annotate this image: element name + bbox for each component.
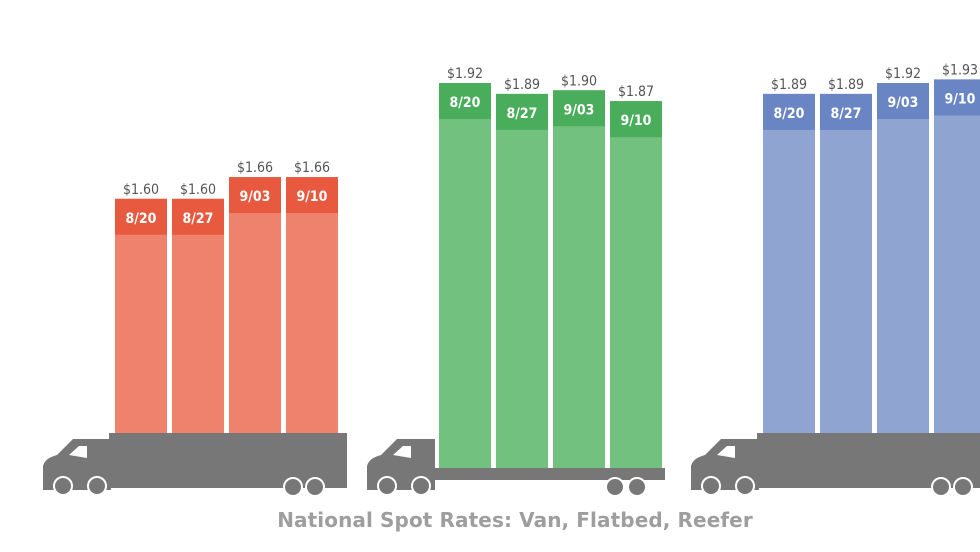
bar-cap <box>610 101 662 138</box>
bar-category-label: 9/03 <box>564 102 595 118</box>
bar-category-label: 8/20 <box>450 95 481 111</box>
bar-category-label: 9/10 <box>945 91 976 107</box>
bar-group: 9/03 $1.66 <box>229 160 281 433</box>
bar-value-label: $1.66 <box>294 160 330 176</box>
bar-value-label: $1.89 <box>828 77 864 93</box>
bar-group: 8/20 $1.60 <box>115 182 167 433</box>
bar-category-label: 9/10 <box>297 189 328 205</box>
bar-value-label: $1.92 <box>885 66 921 82</box>
bar-group: 8/27 $1.89 <box>820 77 872 433</box>
bar-cap <box>439 83 491 120</box>
bar <box>496 93 548 468</box>
bar-value-label: $1.89 <box>771 77 807 93</box>
bar-category-label: 9/10 <box>621 113 652 129</box>
truck-wheel <box>953 477 973 497</box>
truck-wheel <box>305 477 325 497</box>
truck-wheel <box>283 477 303 497</box>
truck-wheel <box>931 477 951 497</box>
bar-category-label: 8/20 <box>774 106 805 122</box>
bar-group: 9/10 $1.93 <box>934 62 980 434</box>
truck-window <box>393 446 411 458</box>
bar-category-label: 8/27 <box>831 106 862 122</box>
bar <box>553 90 605 468</box>
bar-group: 8/27 $1.60 <box>172 182 224 433</box>
truck-wheel <box>605 477 625 497</box>
bar-value-label: $1.93 <box>942 62 978 78</box>
bar-group: 9/10 $1.66 <box>286 160 338 433</box>
truck-wheel <box>87 476 107 496</box>
truck-window <box>69 446 87 458</box>
bar-cap <box>820 93 872 130</box>
bar-cap <box>115 198 167 235</box>
truck-wheel <box>377 476 397 496</box>
bar-value-label: $1.92 <box>447 66 483 82</box>
truck-wheel <box>627 477 647 497</box>
bar-value-label: $1.60 <box>123 182 159 198</box>
bar-group: 9/03 $1.92 <box>877 66 929 433</box>
bar-cap <box>286 177 338 214</box>
truck-wheel <box>701 476 721 496</box>
bar <box>439 83 491 468</box>
bar-cap <box>763 93 815 130</box>
bar-category-label: 9/03 <box>240 189 271 205</box>
truck-window <box>717 446 735 458</box>
bar-value-label: $1.89 <box>504 77 540 93</box>
bar <box>877 83 929 433</box>
bar <box>229 177 281 433</box>
truck-icon <box>43 433 347 497</box>
bar-category-label: 9/03 <box>888 95 919 111</box>
bar-group: 8/20 $1.92 <box>439 66 491 468</box>
bar-category-label: 8/20 <box>126 211 157 227</box>
bar-cap <box>934 79 980 116</box>
bar <box>610 101 662 468</box>
truck-icon <box>691 433 980 497</box>
bar-group: 9/10 $1.87 <box>610 84 662 468</box>
bar-group: 9/03 $1.90 <box>553 73 605 468</box>
bar-value-label: $1.90 <box>561 73 597 89</box>
bar-category-label: 8/27 <box>507 106 538 122</box>
bar-cap <box>229 177 281 214</box>
bar-group: 8/20 $1.89 <box>763 77 815 433</box>
bar-value-label: $1.60 <box>180 182 216 198</box>
bar-cap <box>496 93 548 130</box>
bar <box>934 79 980 434</box>
bar <box>763 93 815 433</box>
bar-group: 8/27 $1.89 <box>496 77 548 468</box>
bar <box>820 93 872 433</box>
bar-cap <box>172 198 224 235</box>
trucks-layer <box>43 433 980 497</box>
bar-cap <box>553 90 605 127</box>
bar-cap <box>877 83 929 120</box>
truck-trailer <box>109 433 347 488</box>
bar <box>286 177 338 433</box>
truck-wheel <box>53 476 73 496</box>
truck-wheel <box>735 476 755 496</box>
bar-category-label: 8/27 <box>183 211 214 227</box>
bar <box>172 198 224 433</box>
truck-wheel <box>411 476 431 496</box>
chart-title: National Spot Rates: Van, Flatbed, Reefe… <box>277 508 753 532</box>
bar-value-label: $1.87 <box>618 84 654 100</box>
bars-layer: 8/20 $1.60 8/27 $1.60 9/03 $1.66 9/10 $1.66 8/20… <box>115 62 980 468</box>
bar-value-label: $1.66 <box>237 160 273 176</box>
bar <box>115 198 167 433</box>
truck-flatbed <box>433 468 665 480</box>
truck-icon <box>367 439 665 497</box>
